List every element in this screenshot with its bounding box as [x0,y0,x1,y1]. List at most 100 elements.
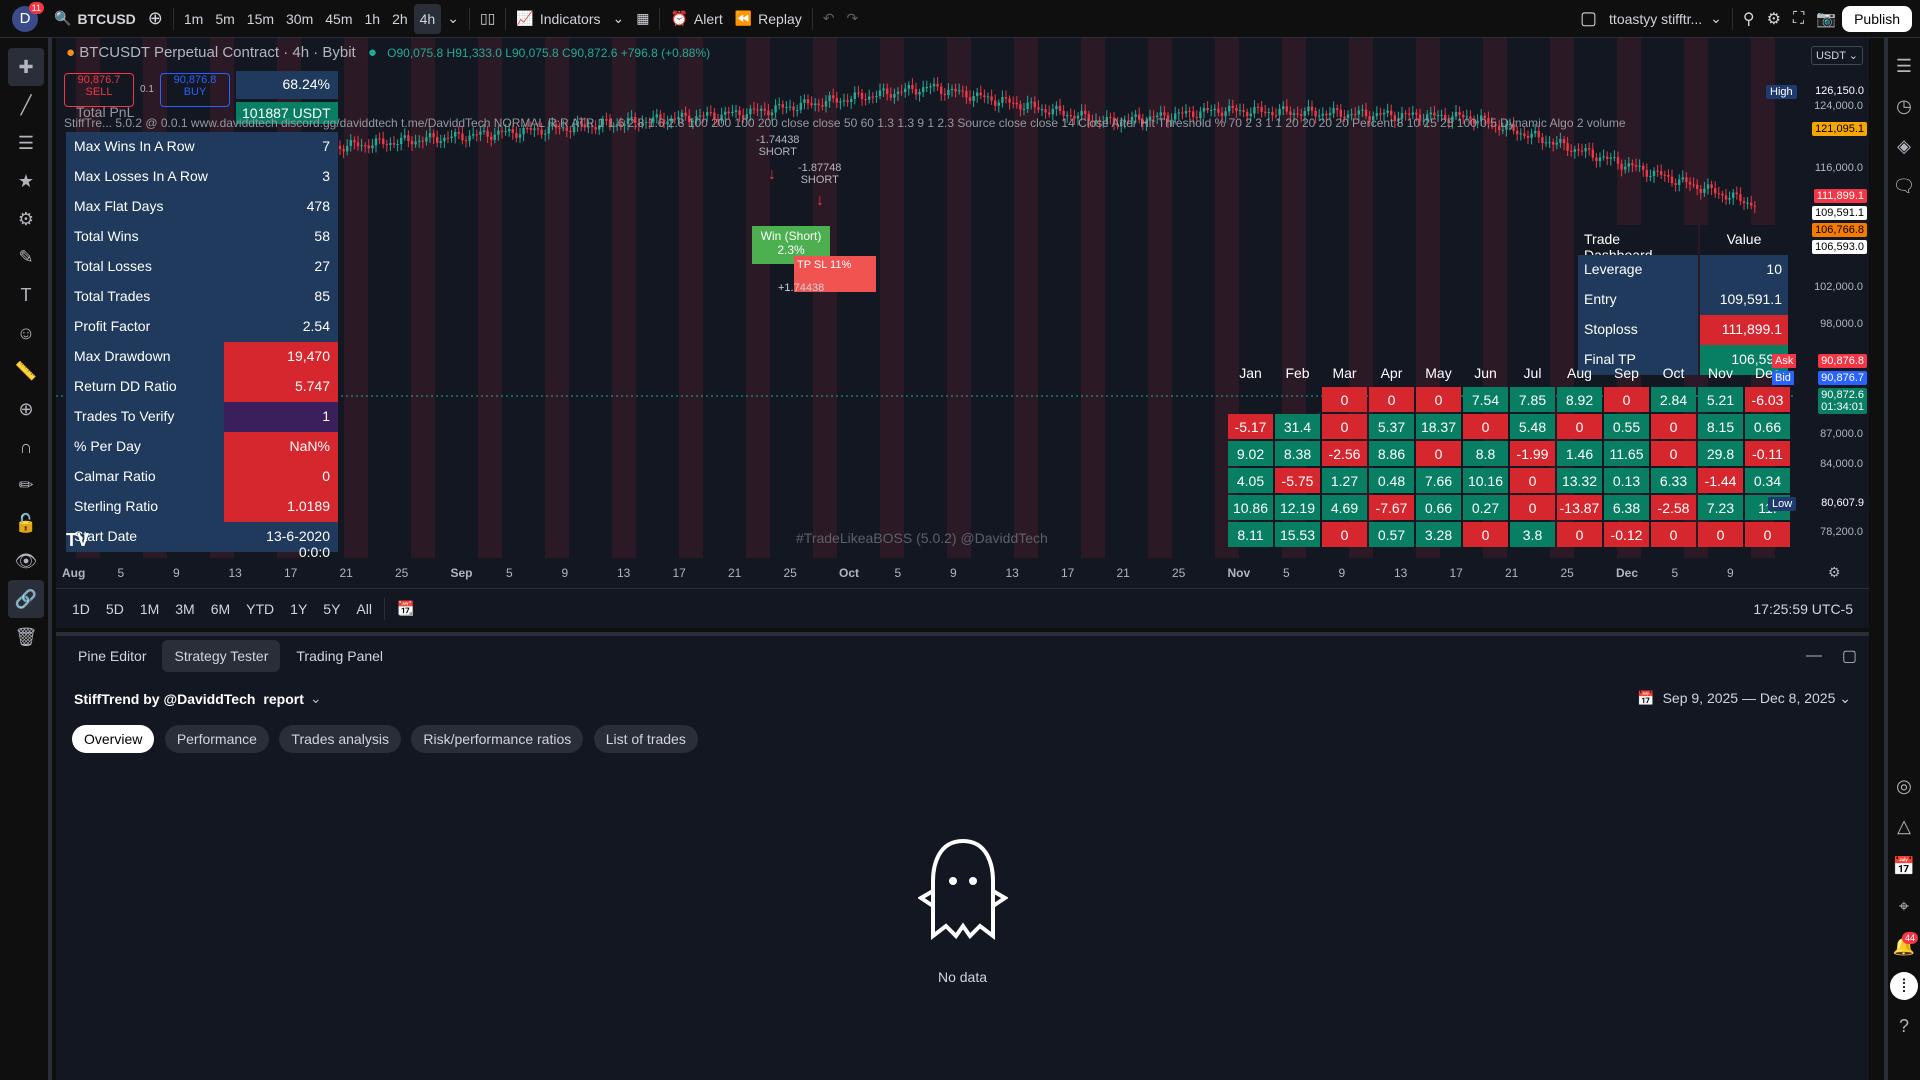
range-6m[interactable]: 6M [210,600,231,617]
candle-body [886,88,889,95]
dashboard-row: Leverage 10 [1578,255,1788,285]
templates-button[interactable]: ▦ [630,0,655,38]
camera-icon: 📷 [1816,10,1837,28]
range-all[interactable]: All [356,600,372,617]
replay-button[interactable]: ⏪ Replay [734,10,802,27]
chart-pane[interactable]: ● BTCUSDT Perpetual Contract · 4h · Bybi… [56,38,1869,588]
strategy-title[interactable]: StiffTrend by @DaviddTech [74,690,256,707]
sync-drawings-tool[interactable]: 🔗 [8,580,44,618]
subtab-list-of-trades[interactable]: List of trades [593,725,698,753]
range-1m[interactable]: 1M [139,600,160,617]
currency-selector[interactable]: USDT ⌄ [1810,46,1863,65]
magnet-tool[interactable]: ∩ [0,428,52,466]
interval-4h[interactable]: 4h [413,3,442,34]
range-3m[interactable]: 3M [175,600,195,617]
layout-button[interactable]: ▢ ttoastyy stifftr... ⌄ [1580,8,1722,28]
hide-drawings-tool[interactable]: 👁 [0,542,52,580]
tab-trading-panel[interactable]: Trading Panel [296,648,384,664]
forecast-tool[interactable]: ⚙ [0,200,52,238]
candle-body [875,96,878,98]
snapshot-button[interactable]: 📷 [1810,0,1842,38]
minimize-panel-button[interactable]: — [1805,647,1822,664]
interval-15m[interactable]: 15m [246,10,275,27]
remove-drawings-tool[interactable]: 🗑 [0,618,52,656]
candle-body [1037,107,1040,110]
chat-button[interactable]: 🗨 [1888,166,1920,206]
range-1y[interactable]: 1Y [290,600,308,617]
interval-1h[interactable]: 1h [364,10,381,27]
crosshair-tool[interactable]: ✚ [8,48,44,86]
range-ytd[interactable]: YTD [246,600,275,617]
zoom-tool[interactable]: ⊕ [0,390,52,428]
clock-display[interactable]: 17:25:59 UTC-5 [1753,600,1853,617]
subtab-performance[interactable]: Performance [164,725,269,753]
date-range-selector[interactable]: 📅 Sep 9, 2025 — Dec 8, 2025 ⌄ [1637,690,1851,706]
interval-30m[interactable]: 30m [286,10,314,27]
lock-drawings-tool[interactable]: 🔓 [0,504,52,542]
candle-body [1591,149,1594,158]
measure-tool[interactable]: 📏 [0,352,52,390]
candle-body [1069,115,1072,117]
keep-drawing-tool[interactable]: ✏ [0,466,52,504]
redo-button[interactable]: ↷ [840,0,864,38]
apps-button[interactable]: ⁞ [1888,966,1920,1006]
pattern-tool[interactable]: ★ [0,162,52,200]
indicator-inputs-line[interactable]: StiffTre... 5.0.2 @ 0.0.1 www.daviddtech… [64,116,1626,130]
strategy-dropdown[interactable]: ⌄ [310,690,322,707]
ideas-button[interactable]: ◎ [1888,766,1920,806]
quick-search-button[interactable]: ⚲ [1737,0,1761,38]
interval-1m[interactable]: 1m [183,10,204,27]
subtab-risk-ratios[interactable]: Risk/performance ratios [411,725,584,753]
price-scale[interactable]: USDT ⌄ 124,000.0 116,000.0 102,000.0 98,… [1799,38,1869,568]
interval-45m[interactable]: 45m [325,10,353,27]
publish-button[interactable]: Publish [1842,5,1912,32]
compare-symbol-button[interactable]: ⊕ [147,8,163,28]
watchlist-button[interactable]: ☰ [1888,46,1920,86]
tradingview-logo[interactable]: TV [66,530,90,550]
interval-dropdown[interactable]: ⌄ [441,0,465,38]
range-5d[interactable]: 5D [105,600,124,617]
undo-button[interactable]: ↶ [817,0,841,38]
tab-pine-editor[interactable]: Pine Editor [78,648,147,664]
indicators-button[interactable]: 📈 Indicators [516,10,601,27]
goto-date-button[interactable]: 📆 [389,600,422,617]
tab-strategy-tester[interactable]: Strategy Tester [162,640,281,672]
stats-row: Profit Factor 2.54 [66,312,338,342]
trendline-tool[interactable]: ╱ [0,86,52,124]
news-button[interactable]: ⌖ [1888,886,1920,926]
chart-type-button[interactable]: ▯▯ [474,0,501,38]
fullscreen-button[interactable]: ⛶ [1787,0,1810,38]
buy-button[interactable]: 90,876.8 BUY [160,73,230,107]
alert-button[interactable]: ⏰ Alert [670,10,723,27]
maximize-panel-button[interactable]: ▢ [1841,648,1857,665]
monthly-cell: 0 [1651,441,1696,466]
pine-button[interactable]: △ [1888,806,1920,846]
range-1d[interactable]: 1D [72,600,90,617]
range-5y[interactable]: 5Y [323,600,341,617]
notifications-button[interactable]: 🔔 44 [1888,926,1920,966]
time-axis[interactable]: Aug 5 9 13 17 21 25 Sep 5 9 13 17 21 25 Oct 5 9 13 17 21 25 N… [56,562,1796,584]
subtab-trades-analysis[interactable]: Trades analysis [279,725,401,753]
candle-body [1606,156,1609,159]
icons-tool[interactable]: ☺ [0,314,52,352]
axis-settings-button[interactable]: ⚙ [1828,564,1841,581]
subtab-overview[interactable]: Overview [72,725,155,753]
brush-tool[interactable]: ✎ [0,238,52,276]
time-label: 17 [672,566,686,580]
calendar-button[interactable]: 📅 [1888,846,1920,886]
text-tool[interactable]: T [0,276,52,314]
candle-body [1159,112,1162,116]
object-tree-button[interactable]: ◈ [1888,126,1920,166]
settings-button[interactable]: ⚙ [1761,0,1787,38]
fib-tool[interactable]: ☰ [0,124,52,162]
sell-button[interactable]: 90,876.7 SELL [64,73,134,107]
user-avatar[interactable]: D 11 [12,1,44,32]
candle-body [1148,116,1152,121]
help-button[interactable]: ? [1888,1006,1920,1046]
symbol-search[interactable]: 🔍 BTCUSD [48,0,142,38]
indicators-dropdown[interactable]: ⌄ [607,0,631,38]
interval-5m[interactable]: 5m [215,10,235,27]
interval-2h[interactable]: 2h [392,10,408,27]
chart-title[interactable]: BTCUSDT Perpetual Contract · 4h · Bybit [79,44,356,61]
alerts-button[interactable]: ◷ [1888,86,1920,126]
